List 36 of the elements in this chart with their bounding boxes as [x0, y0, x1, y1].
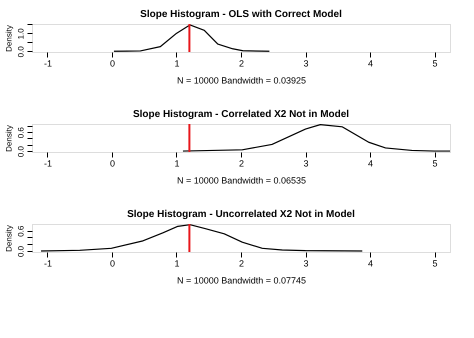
y-tick-label: 0.0 — [16, 145, 26, 158]
y-tick-label: 0.6 — [16, 225, 26, 237]
x-tick-label: 1 — [174, 58, 180, 68]
chart-title: Slope Histogram - OLS with Correct Model — [140, 9, 342, 20]
y-tick-label: 0.0 — [16, 245, 26, 258]
y-axis-title: Density — [4, 125, 14, 152]
x-tick-label: 5 — [432, 258, 438, 268]
x-tick-label: 5 — [432, 158, 438, 168]
chart-title: Slope Histogram - Correlated X2 Not in Model — [132, 109, 350, 120]
x-tick-label: -1 — [44, 158, 52, 168]
x-tick-label: 0 — [110, 158, 115, 168]
x-tick-label: 2 — [238, 158, 244, 168]
x-tick-label: 3 — [304, 158, 309, 168]
x-axis-title: N = 10000 Bandwidth = 0.07745 — [176, 276, 306, 286]
y-axis-title: Density — [4, 25, 14, 52]
x-tick-label: 2 — [238, 58, 244, 68]
x-tick-label: -1 — [44, 258, 52, 268]
chart-title: Slope Histogram - Uncorrelated X2 Not in Model — [127, 209, 356, 220]
x-tick-label: 0 — [110, 58, 115, 68]
x-tick-label: 3 — [304, 58, 309, 68]
y-tick-label: 1.0 — [16, 28, 26, 40]
y-tick-label: 0.6 — [16, 126, 26, 138]
x-axis-title: N = 10000 Bandwidth = 0.03925 — [176, 76, 306, 86]
x-tick-label: 4 — [368, 58, 374, 68]
x-tick-label: 4 — [368, 258, 374, 268]
y-tick-label: 0.0 — [16, 46, 26, 58]
x-tick-label: 3 — [304, 258, 309, 268]
x-tick-label: 4 — [368, 158, 374, 168]
y-axis-title: Density — [4, 225, 14, 252]
x-tick-label: -1 — [44, 58, 52, 68]
x-tick-label: 2 — [238, 258, 244, 268]
x-tick-label: 1 — [174, 258, 180, 268]
x-tick-label: 1 — [174, 158, 180, 168]
x-tick-label: 5 — [432, 58, 438, 68]
x-axis-title: N = 10000 Bandwidth = 0.06535 — [176, 176, 306, 186]
x-tick-label: 0 — [110, 258, 115, 268]
